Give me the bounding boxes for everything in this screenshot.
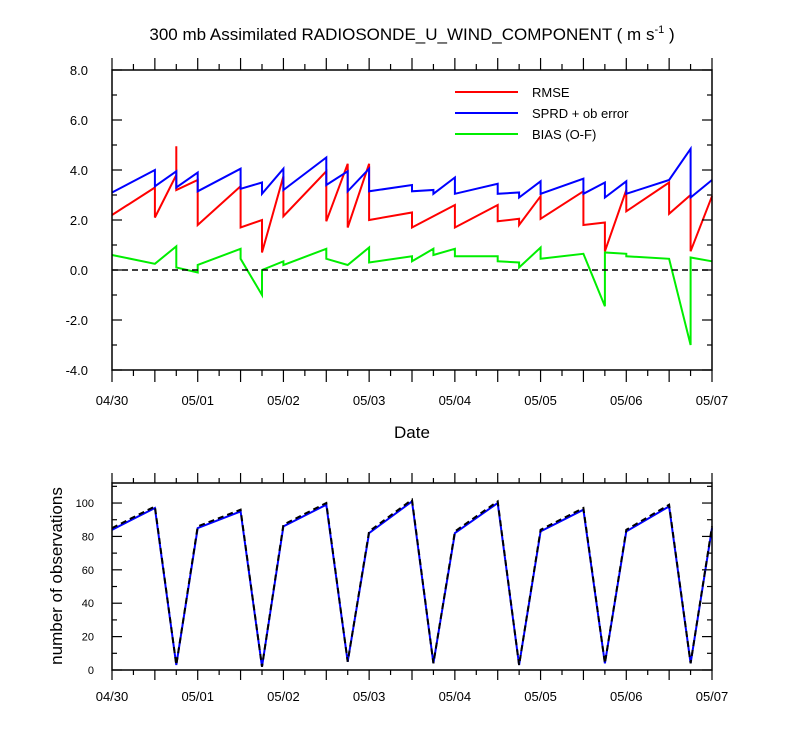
x-tick-label: 05/04	[439, 689, 472, 704]
y-tick-label: 100	[76, 498, 94, 510]
x-tick-label: 05/05	[524, 393, 557, 408]
legend-label-bias: BIAS (O-F)	[532, 127, 596, 142]
bottom-plot-frame	[111, 482, 713, 671]
x-tick-label: 05/01	[181, 689, 214, 704]
y-tick-label: 60	[82, 565, 94, 577]
top-chart: 300 mb Assimilated RADIOSONDE_U_WIND_COM…	[66, 24, 729, 442]
y-tick-label: 6.0	[70, 113, 88, 128]
legend-label-rmse: RMSE	[532, 85, 570, 100]
series-line-2	[111, 244, 713, 346]
x-tick-label: 05/06	[610, 393, 643, 408]
x-tick-label: 05/06	[610, 689, 643, 704]
x-axis-label: Date	[394, 423, 430, 442]
chart-title: 300 mb Assimilated RADIOSONDE_U_WIND_COM…	[149, 24, 674, 44]
x-tick-label: 05/01	[181, 393, 214, 408]
y-tick-label: 2.0	[70, 213, 88, 228]
legend-label-sprd: SPRD + ob error	[532, 106, 629, 121]
x-tick-label: 05/02	[267, 689, 300, 704]
x-tick-label: 05/03	[353, 689, 386, 704]
obs-line-0	[111, 499, 713, 667]
y-tick-label: -4.0	[66, 363, 88, 378]
y-tick-label: 20	[82, 632, 94, 644]
x-tick-label: 05/02	[267, 393, 300, 408]
bottom-axis-ticks: 100 80 60 40 20 004/30 05/01 05/02 05/03 05/04 05/…	[76, 473, 729, 704]
x-tick-label: 05/07	[696, 689, 729, 704]
x-tick-label: 04/30	[96, 393, 129, 408]
bottom-chart: 100 80 60 40 20 004/30 05/01 05/02 05/03 05/04 05/…	[47, 473, 728, 704]
top-legend: RMSE SPRD + ob error BIAS (O-F)	[455, 85, 629, 142]
series-line-0	[111, 146, 713, 253]
top-series-group	[111, 145, 713, 346]
y-tick-label: 8.0	[70, 63, 88, 78]
y-tick-label: 0.0	[70, 263, 88, 278]
y-axis-label: number of observations	[47, 487, 66, 665]
obs-line-1	[111, 497, 713, 667]
x-tick-label: 05/04	[439, 393, 472, 408]
x-tick-label: 05/03	[353, 393, 386, 408]
series-line-1	[111, 145, 713, 200]
x-tick-label: 05/05	[524, 689, 557, 704]
x-tick-label: 05/07	[696, 393, 729, 408]
top-axis-ticks: 8.0 6.0 4.0 2.0 0.0 -2.0 -4.0 04/30 05/01 05/02 05…	[66, 58, 729, 408]
y-tick-label: 80	[82, 531, 94, 543]
y-tick-label: 40	[82, 598, 94, 610]
x-tick-label: 04/30	[96, 689, 129, 704]
y-tick-label: 4.0	[70, 163, 88, 178]
y-tick-label: -2.0	[66, 313, 88, 328]
y-tick-label: 0	[88, 665, 94, 677]
bottom-series-group	[111, 497, 713, 667]
